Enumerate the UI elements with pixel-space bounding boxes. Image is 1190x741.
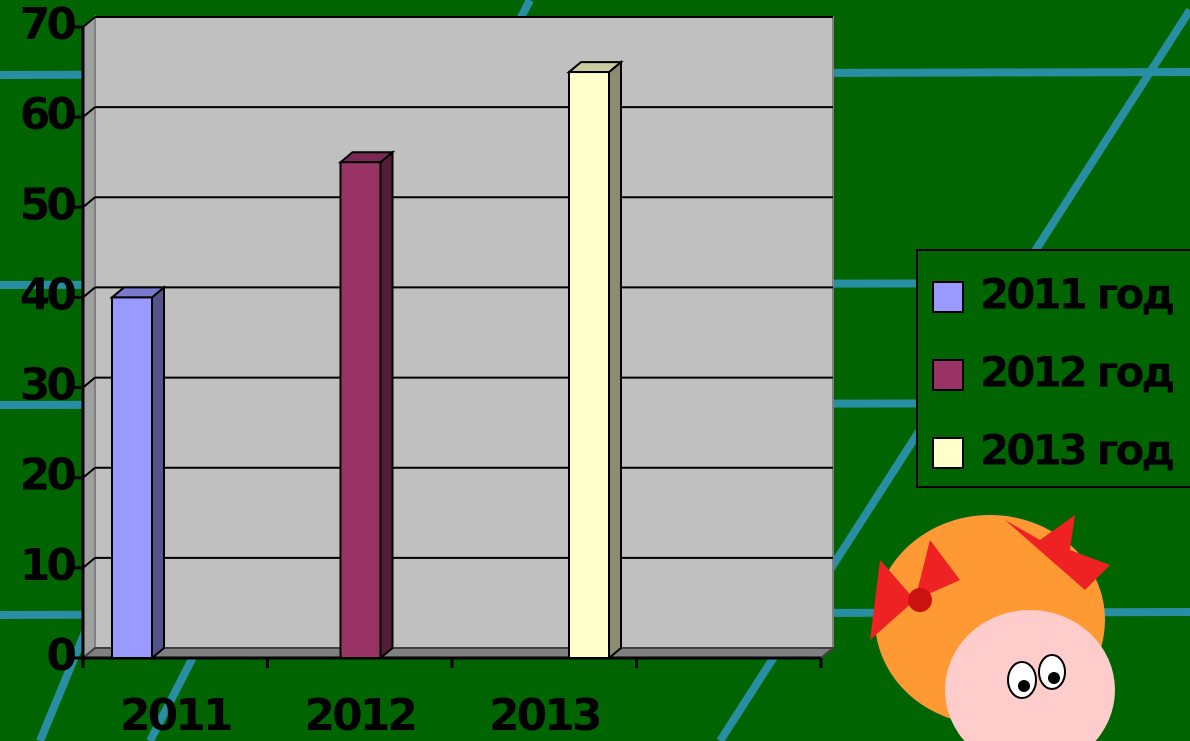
x-tick-label: 2011 (120, 690, 231, 741)
back-wall (95, 17, 833, 648)
x-tick-label: 2012 (305, 690, 415, 741)
bar-side (609, 62, 621, 658)
girl-illustration (870, 515, 1115, 741)
legend-label: 2011 год (980, 270, 1173, 319)
y-tick-label: 40 (20, 269, 76, 320)
legend-swatch (933, 360, 963, 390)
legend-label: 2012 год (980, 348, 1173, 397)
y-tick-label: 50 (20, 179, 76, 230)
bar-side (152, 287, 164, 658)
bar (112, 297, 152, 658)
bar (569, 72, 609, 658)
y-tick-label: 30 (20, 360, 76, 411)
legend-label: 2013 год (980, 426, 1173, 475)
bar-side (381, 152, 393, 658)
y-tick-label: 0 (46, 630, 75, 681)
x-tick-label: 2013 (489, 690, 600, 741)
legend-swatch (933, 438, 963, 468)
legend-swatch (933, 282, 963, 312)
bar (341, 162, 381, 658)
y-tick-label: 60 (20, 89, 76, 140)
y-tick-label: 70 (20, 0, 76, 50)
y-tick-label: 10 (20, 540, 76, 591)
y-tick-label: 20 (20, 450, 76, 501)
chart: 0 10 20 30 40 50 60 70 2011 2012 2013 2011 год 2012 … (0, 0, 1190, 741)
